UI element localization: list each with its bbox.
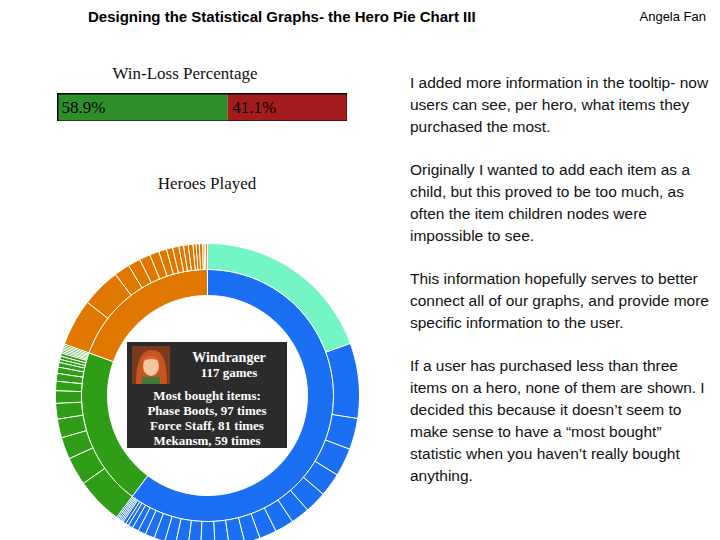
html-text:Originally I wanted to add eac: Originally I wanted to add each item as … <box>410 161 690 244</box>
html-text:Heroes Played: Heroes Played <box>157 174 257 193</box>
html-text:Angela Fan: Angela Fan <box>639 9 706 24</box>
html-text:Force Staff, 81 times: Force Staff, 81 times <box>150 418 264 433</box>
html-text:Most bought items:: Most bought items: <box>153 388 261 403</box>
html-text:Phase Boots, 97 times: Phase Boots, 97 times <box>147 403 267 418</box>
html-text:If a user has purchased less t: If a user has purchased less than three … <box>410 357 705 484</box>
html-text:117 games: 117 games <box>200 365 258 380</box>
html-text:I added more information in th: I added more information in the tooltip-… <box>410 74 709 135</box>
html-text:Designing the Statistical Grap: Designing the Statistical Graphs- the He… <box>88 8 476 25</box>
html-text:Mekansm, 59 times: Mekansm, 59 times <box>153 433 261 448</box>
svg-text:58.9%: 58.9% <box>62 98 106 117</box>
svg-text:41.1%: 41.1% <box>232 98 276 117</box>
html-text:Windranger: Windranger <box>192 350 266 365</box>
html-text:Win-Loss Percentage: Win-Loss Percentage <box>112 64 258 83</box>
html-text:This information hopefully ser: This information hopefully serves to bet… <box>410 270 709 331</box>
